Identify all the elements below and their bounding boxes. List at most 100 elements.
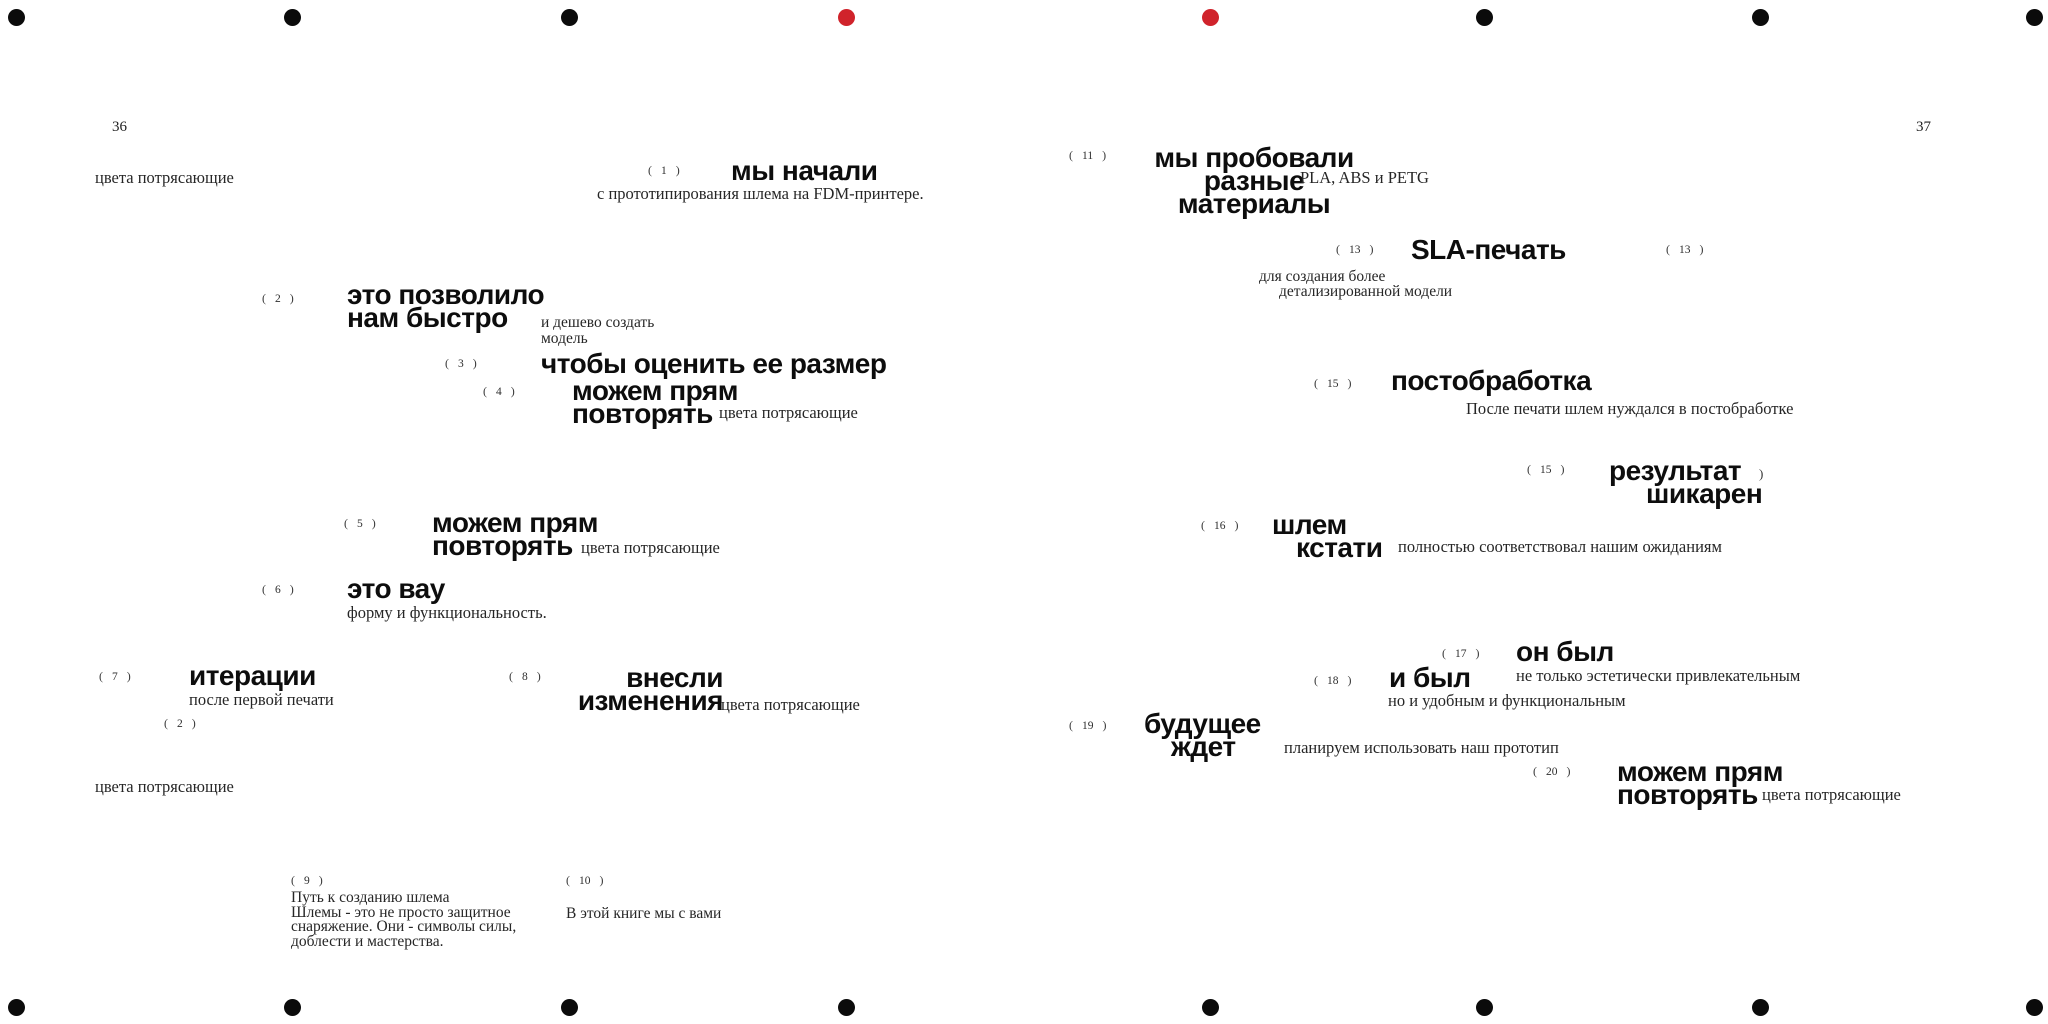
heading-made-changes: внесли изменения — [565, 662, 724, 716]
paren-close: ) — [1102, 718, 1107, 732]
marker-11: (11) — [1069, 148, 1106, 163]
page-number-left: 36 — [112, 119, 127, 135]
paren-close: ) — [1234, 518, 1239, 532]
heading-future-line1: будущее — [1144, 708, 1261, 739]
paren-close: ) — [289, 582, 294, 596]
heading-line: это позволило — [347, 279, 545, 310]
registration-dot — [1752, 9, 1769, 26]
marker-number: 2 — [177, 718, 183, 730]
heading-line: можем прям — [1617, 756, 1783, 787]
marker-8: (8) — [509, 669, 541, 684]
paren-close: ) — [126, 669, 131, 683]
registration-dot — [2026, 999, 2043, 1016]
paren-open: ( — [648, 163, 652, 177]
subtext-allowed-us: и дешево создать модель — [541, 315, 654, 346]
heading-line: внесли — [626, 662, 723, 693]
marker-number: 16 — [1214, 520, 1226, 532]
marker-number: 13 — [1679, 244, 1691, 256]
marker-number: 8 — [522, 671, 528, 683]
paragraph-line: Путь к созданию шлема — [291, 889, 450, 906]
paren-close: ) — [1699, 242, 1704, 256]
subtext-in-this-book: В этой книге мы с вами — [566, 905, 722, 922]
registration-dot — [2026, 9, 2043, 26]
paren-open: ( — [99, 669, 103, 683]
paren-open: ( — [1314, 673, 1318, 687]
paren-close: ) — [1369, 242, 1374, 256]
paren-close: ) — [510, 384, 515, 398]
marker-19: (19) — [1069, 718, 1107, 733]
paren-open: ( — [445, 356, 449, 370]
heading-result-line2: шикарен — [1646, 478, 1763, 509]
heading-helmet-line2: кстати — [1296, 532, 1383, 563]
subtext-can-repeat-3: цвета потрясающие — [1762, 785, 1901, 804]
heading-line: повторять — [1617, 779, 1758, 810]
marker-number: 4 — [496, 386, 502, 398]
registration-dot — [284, 9, 301, 26]
paragraph-line: доблести и мастерства. — [291, 932, 444, 950]
subtext-and-was: но и удобным и функциональным — [1388, 691, 1626, 710]
paren-open: ( — [262, 291, 266, 305]
paren-open: ( — [1527, 462, 1531, 476]
marker-number: 13 — [1349, 244, 1361, 256]
heading-line: можем прям — [572, 375, 738, 406]
paren-close: ) — [371, 516, 376, 530]
marker-2: (2) — [262, 291, 294, 306]
heading-we-started: мы начали — [731, 155, 878, 186]
registration-dot — [561, 999, 578, 1016]
marker-17: (17) — [1442, 646, 1480, 661]
marker-15-a: (15) — [1314, 376, 1352, 391]
subtext-future: планируем использовать наш прототип — [1284, 738, 1559, 757]
registration-dot — [1476, 9, 1493, 26]
marker-18: (18) — [1314, 673, 1352, 688]
subtext-materials-list: PLA, ABS и PETG — [1300, 168, 1429, 187]
subtext-can-repeat-2: цвета потрясающие — [581, 538, 720, 557]
paragraph-line: Шлемы - это не просто защитное — [291, 903, 511, 921]
marker-number: 1 — [661, 165, 667, 177]
registration-dot — [8, 999, 25, 1016]
heading-tried-materials: мы пробовали разные материалы — [1149, 144, 1359, 219]
registration-dot — [8, 9, 25, 26]
caption-top-left: цвета потрясающие — [95, 168, 234, 187]
paren-open: ( — [566, 873, 570, 887]
marker-20: (20) — [1533, 764, 1571, 779]
heading-line: материалы — [1177, 188, 1331, 219]
paren-open: ( — [1069, 718, 1073, 732]
paren-open: ( — [1336, 242, 1340, 256]
subtext-we-started: с прототипирования шлема на FDM-принтере… — [597, 184, 924, 203]
paren-close: ) — [675, 163, 680, 177]
heading-line: разные — [1203, 165, 1305, 196]
marker-number: 17 — [1455, 648, 1467, 660]
paren-close: ) — [1347, 376, 1352, 390]
paren-open: ( — [509, 669, 513, 683]
marker-number: 20 — [1546, 766, 1558, 778]
heading-line: изменения — [577, 685, 724, 716]
subtext-sla-line1: для создания более — [1259, 268, 1386, 285]
heading-line: повторять — [572, 398, 713, 429]
marker-1: (1) — [648, 163, 680, 178]
marker-4: (4) — [483, 384, 515, 399]
registration-dot — [838, 9, 855, 26]
paren-open: ( — [483, 384, 487, 398]
paren-close: ) — [1560, 462, 1565, 476]
subtext-iterations: после первой печати — [189, 690, 334, 709]
paragraph-helmet-path: Путь к созданию шлема Шлемы - это не прос… — [291, 889, 516, 950]
subtext-line: и дешево создать — [541, 314, 655, 331]
marker-number: 15 — [1327, 378, 1339, 390]
paren-close: ) — [599, 873, 604, 887]
stray-paren: ) — [1759, 466, 1764, 481]
marker-number: 7 — [112, 671, 118, 683]
registration-dot — [561, 9, 578, 26]
heading-iterations: итерации — [189, 660, 316, 691]
paren-open: ( — [291, 873, 295, 887]
heading-and-was: и был — [1389, 662, 1471, 693]
paren-open: ( — [1533, 764, 1537, 778]
marker-3: (3) — [445, 356, 477, 371]
marker-13-right: (13) — [1666, 242, 1704, 257]
heading-its-wow: это вау — [347, 573, 445, 604]
paren-open: ( — [1201, 518, 1205, 532]
marker-number: 2 — [275, 293, 281, 305]
heading-postprocessing: постобработка — [1391, 365, 1592, 396]
marker-7: (7) — [99, 669, 131, 684]
subtext-line: модель — [541, 329, 588, 347]
registration-dot — [284, 999, 301, 1016]
